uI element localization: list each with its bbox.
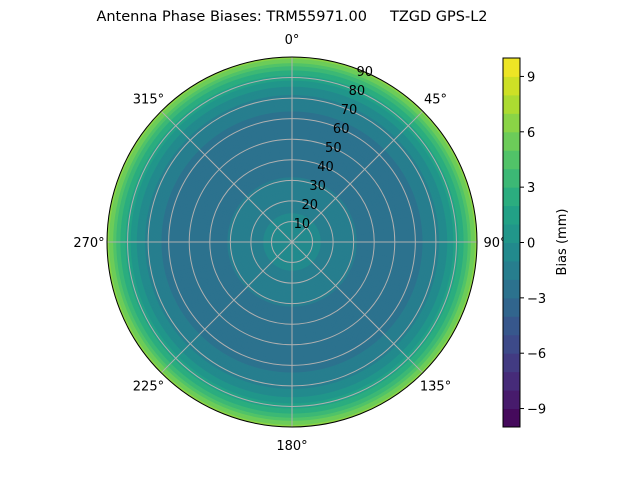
colorbar-tick-label: 6 bbox=[527, 126, 535, 141]
angle-tick-label: 270° bbox=[73, 236, 104, 251]
colorbar-level bbox=[503, 113, 520, 133]
angle-gridline bbox=[291, 241, 424, 374]
grid-lines bbox=[107, 57, 477, 427]
colorbar-level bbox=[503, 58, 520, 77]
angle-tick-label: 135° bbox=[420, 380, 451, 395]
radial-tick-label: 50 bbox=[325, 141, 342, 156]
colorbar-level bbox=[503, 353, 520, 373]
radial-tick-label: 60 bbox=[333, 122, 350, 137]
angle-tick-label: 225° bbox=[133, 380, 164, 395]
angle-tick-label: 45° bbox=[424, 92, 447, 107]
angle-gridline bbox=[160, 110, 293, 243]
colorbar-level bbox=[503, 76, 520, 96]
radial-tick-label: 40 bbox=[317, 160, 334, 175]
colorbar-label: Bias (mm) bbox=[555, 209, 570, 276]
angle-gridline bbox=[160, 241, 293, 374]
colorbar-tick-label: −9 bbox=[527, 403, 546, 418]
colorbar-level bbox=[503, 297, 520, 317]
colorbar-level bbox=[503, 390, 520, 410]
tick-labels: 10 20 30 40 50 60 70 80 90 0° 45° 90° 135° 180° 225° 27… bbox=[73, 33, 506, 454]
colorbar-level bbox=[503, 279, 520, 299]
radial-tick-label: 10 bbox=[294, 217, 311, 232]
chart-title: Antenna Phase Biases: TRM55971.00 TZGD G… bbox=[96, 9, 488, 25]
colorbar-level bbox=[503, 316, 520, 336]
colorbar-tick-label: −3 bbox=[527, 292, 546, 307]
colorbar-level bbox=[503, 187, 520, 207]
colorbar-level bbox=[503, 334, 520, 354]
radial-tick-label: 90 bbox=[357, 65, 374, 80]
polar-frame bbox=[106, 56, 478, 428]
colorbar-tick-label: 0 bbox=[527, 237, 535, 252]
colorbar-level bbox=[503, 150, 520, 170]
angle-gridline bbox=[291, 110, 424, 243]
radial-tick-label: 20 bbox=[301, 198, 318, 213]
colorbar-level bbox=[503, 408, 520, 428]
colorbar-level bbox=[503, 94, 520, 114]
colorbar-level bbox=[503, 168, 520, 188]
colorbar-level bbox=[503, 260, 520, 280]
colorbar-tick-label: −6 bbox=[527, 347, 546, 362]
colorbar-level bbox=[503, 131, 520, 151]
angle-tick-label: 315° bbox=[133, 92, 164, 107]
colorbar: −9 −6 −3 0 3 6 9 bbox=[502, 57, 546, 428]
angle-tick-label: 180° bbox=[276, 439, 307, 454]
colorbar-level bbox=[503, 224, 520, 243]
colorbar-level bbox=[503, 205, 520, 225]
angle-tick-label: 90° bbox=[483, 236, 506, 251]
colorbar-level bbox=[503, 371, 520, 391]
colorbar-tick-label: 3 bbox=[527, 181, 535, 196]
colorbar-tick-label: 9 bbox=[527, 70, 535, 85]
radial-tick-label: 30 bbox=[309, 179, 326, 194]
angle-tick-label: 0° bbox=[285, 33, 300, 48]
colorbar-level bbox=[503, 242, 520, 262]
radial-tick-label: 70 bbox=[341, 103, 358, 118]
radial-tick-label: 80 bbox=[349, 84, 366, 99]
